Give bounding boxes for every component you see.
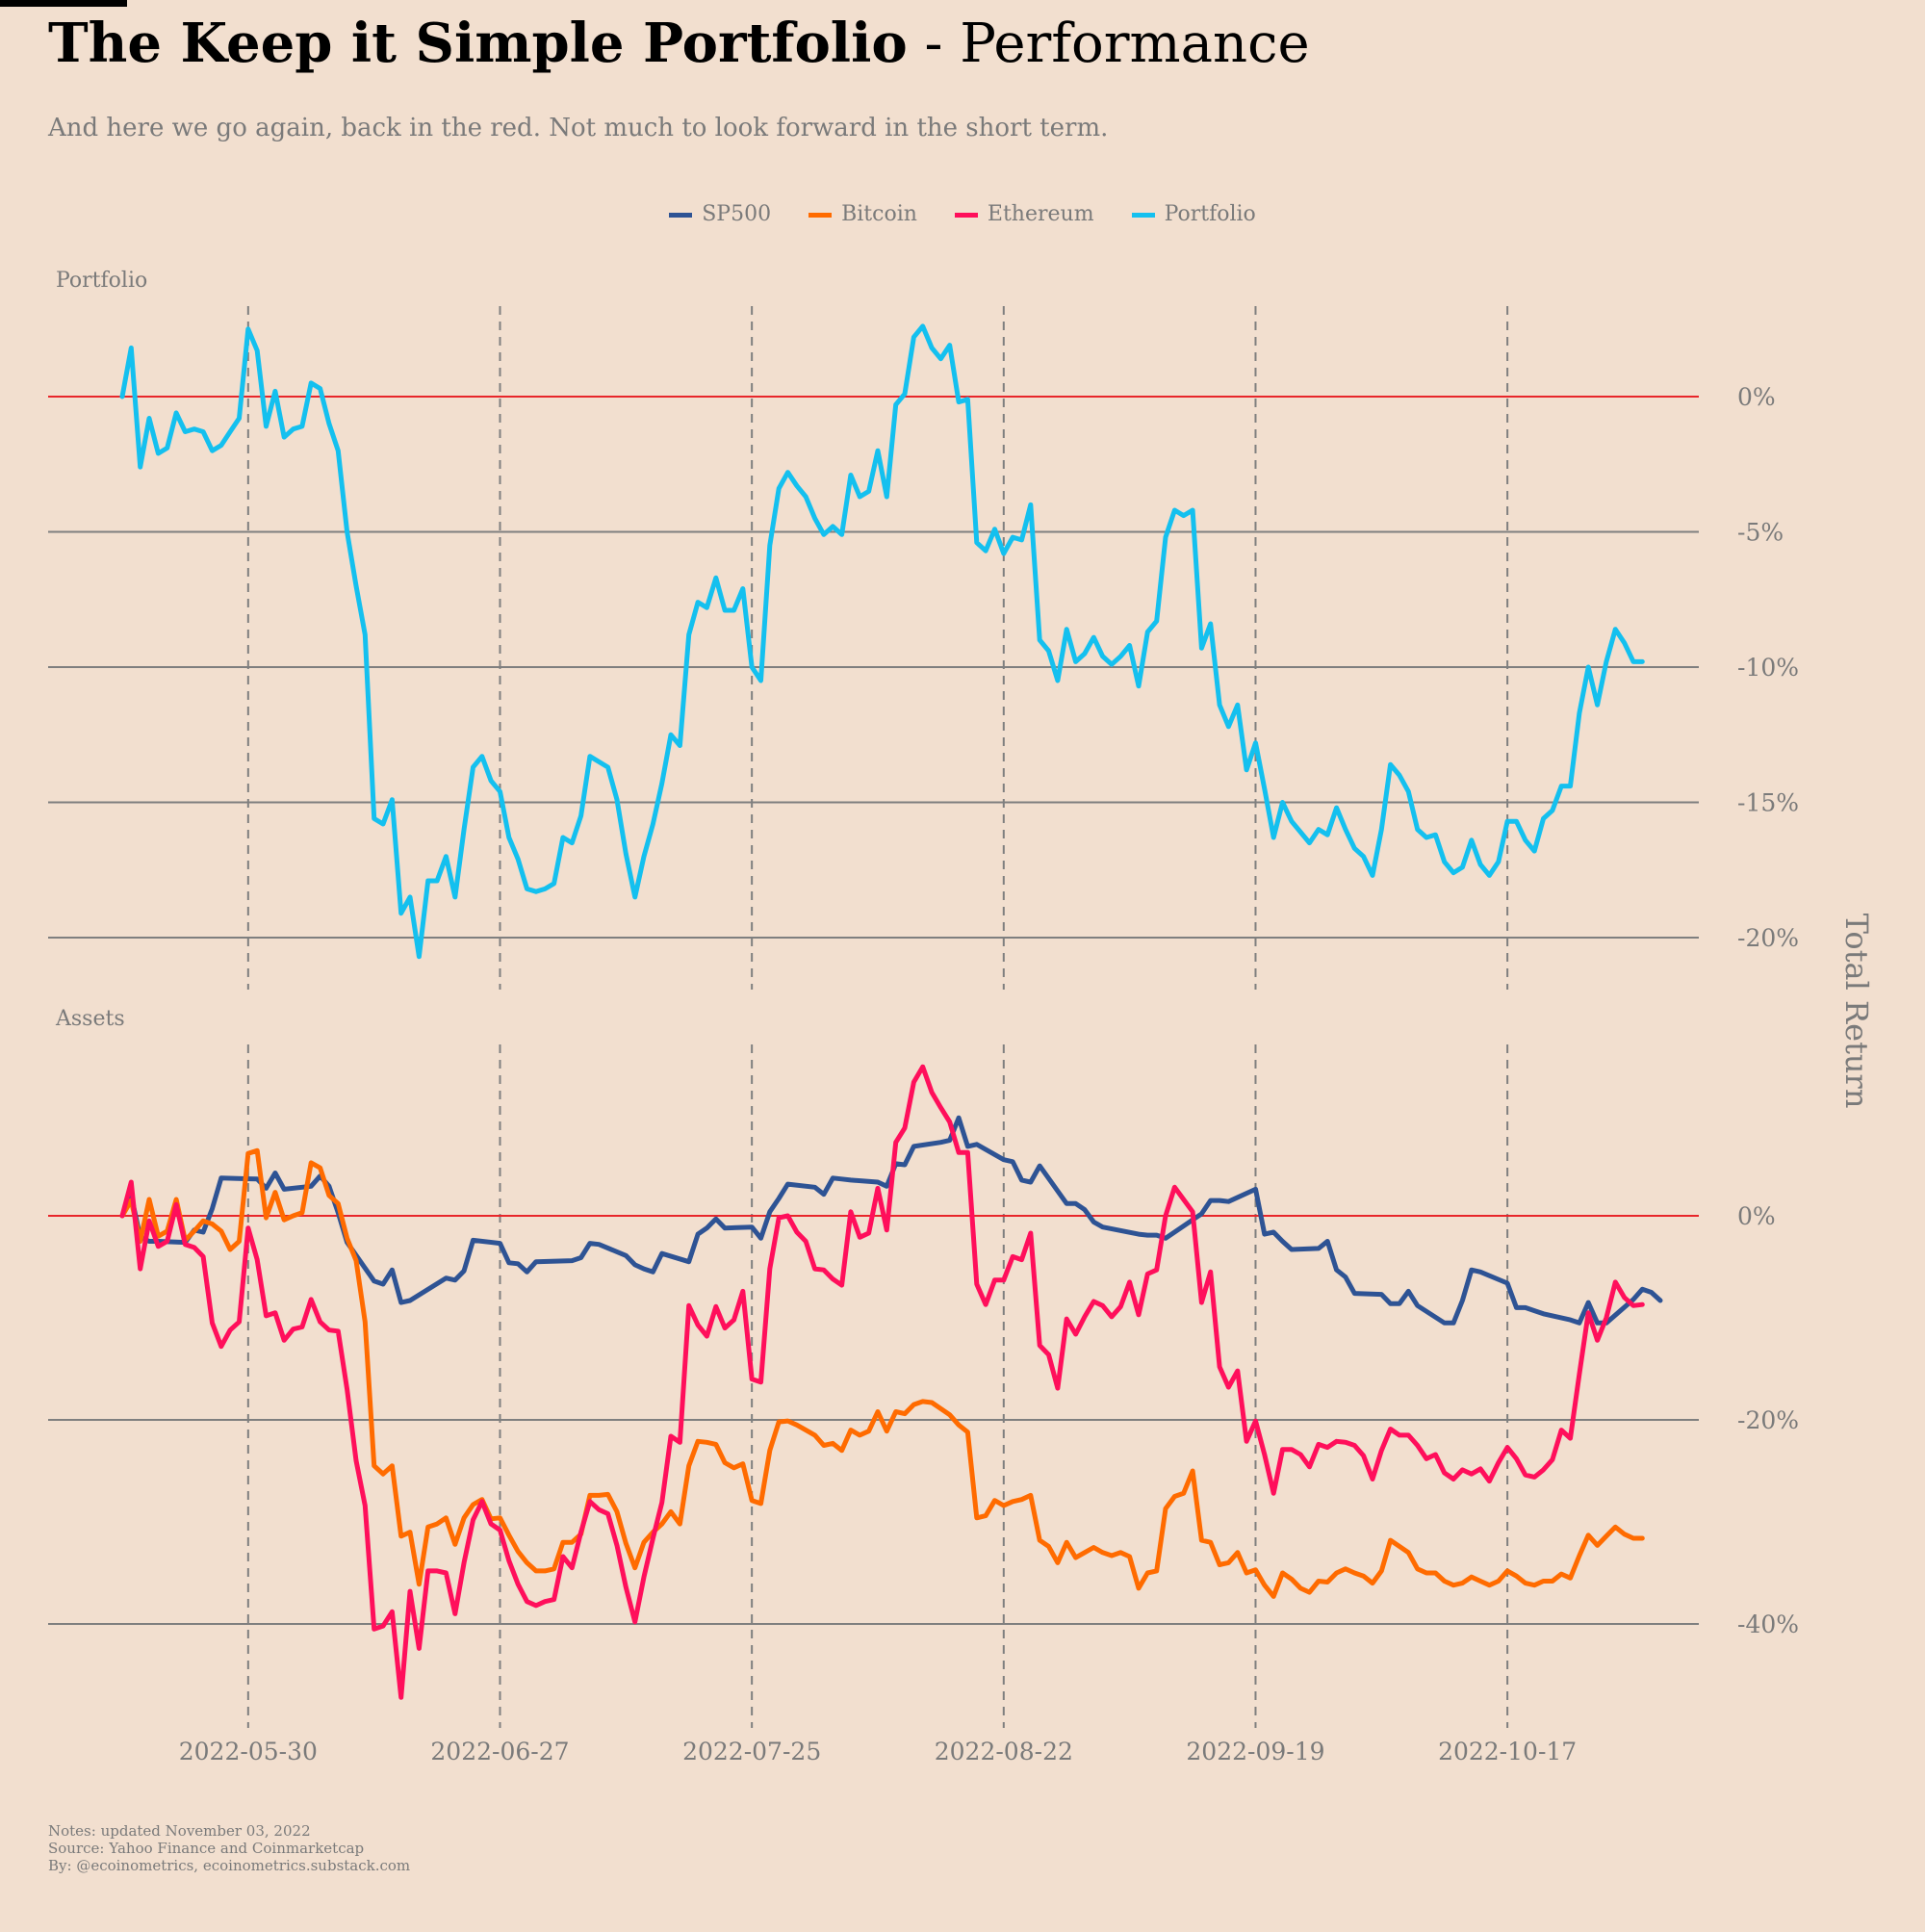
y-tick-label-portfolio-1: -5% [1737,519,1784,547]
y-tick-label-portfolio-3: -15% [1737,789,1799,817]
legend-item-ethereum: Ethereum [954,202,1094,226]
note-source: Source: Yahoo Finance and Coinmarketcap [48,1840,365,1857]
tick-label-layer: 0% -5% -10% -15% -20% 0% -20% -40% 2022-05-30 202… [179,383,1799,1765]
series-line-ethereum [119,1064,1645,1700]
y-tick-label-portfolio-0: 0% [1737,383,1776,411]
panel-label-assets: Assets [55,1007,125,1031]
chart-title: The Keep it Simple Portfolio - Performan… [48,12,1310,75]
series-line-portfolio [119,323,1645,960]
panel-label-portfolio: Portfolio [56,269,147,293]
legend-swatch-sp500 [669,212,693,218]
notes-block: Notes: updated November 03, 2022 Source:… [48,1822,410,1874]
series-line-bitcoin [119,1147,1645,1599]
x-tick-label-1: 2022-06-27 [430,1738,569,1765]
x-tick-label-0: 2022-05-30 [179,1738,318,1765]
legend: SP500 Bitcoin Ethereum Portfolio [0,202,1925,226]
chart-subtitle: And here we go again, back in the red. N… [48,114,1109,142]
x-tick-label-2: 2022-07-25 [682,1738,821,1765]
y-tick-label-portfolio-2: -10% [1737,654,1799,682]
title-bold: The Keep it Simple Portfolio [48,12,908,75]
legend-swatch-portfolio [1131,212,1155,218]
title-accent-bar [0,0,127,7]
legend-item-portfolio: Portfolio [1131,202,1256,226]
x-tick-label-5: 2022-10-17 [1438,1738,1577,1765]
y-tick-label-portfolio-4: -20% [1737,924,1799,952]
y-tick-label-assets-1: -20% [1737,1406,1799,1434]
x-tick-label-3: 2022-08-22 [935,1738,1073,1765]
legend-label-bitcoin: Bitcoin [841,202,917,226]
note-updated: Notes: updated November 03, 2022 [48,1822,311,1840]
grid-layer [48,306,1699,1728]
legend-label-portfolio: Portfolio [1164,202,1256,226]
legend-label-ethereum: Ethereum [987,202,1094,226]
x-tick-label-4: 2022-09-19 [1186,1738,1324,1765]
y-axis-title: Total Return [1838,914,1875,1109]
legend-label-sp500: SP500 [702,202,772,226]
y-tick-label-assets-0: 0% [1737,1202,1776,1230]
legend-swatch-ethereum [954,212,978,218]
series-line-sp500 [119,1115,1663,1326]
series-layer [119,323,1663,1700]
title-light: - Performance [924,13,1310,75]
y-tick-label-assets-2: -40% [1737,1610,1799,1638]
legend-item-bitcoin: Bitcoin [808,202,917,226]
note-byline: By: @ecoinometrics, ecoinometrics.substa… [48,1857,411,1874]
legend-swatch-bitcoin [808,212,833,218]
legend-item-sp500: SP500 [669,202,771,226]
